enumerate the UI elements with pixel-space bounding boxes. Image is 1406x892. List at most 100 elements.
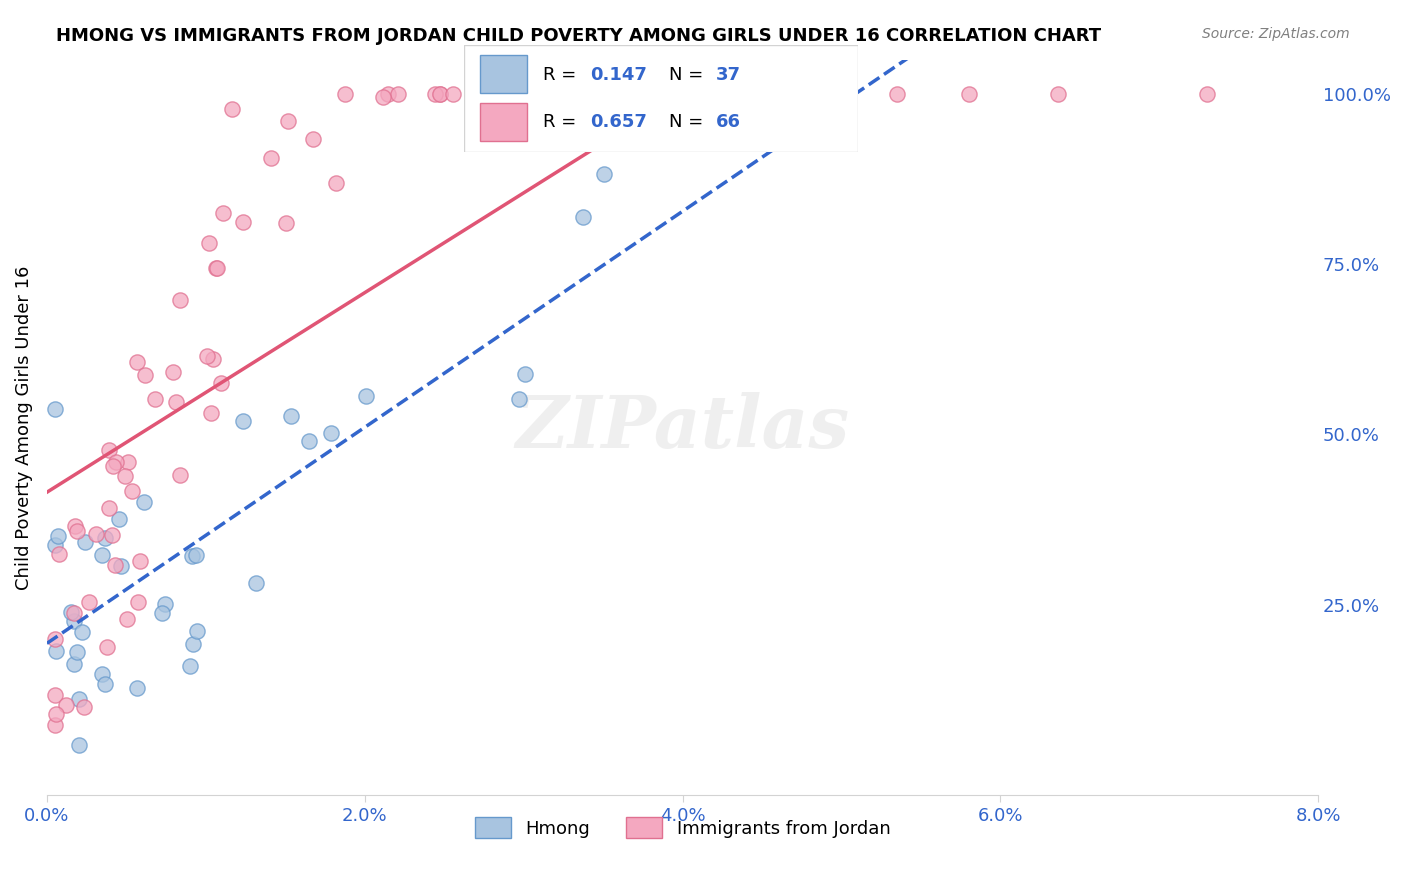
Bar bbox=[479, 103, 527, 141]
Point bbox=[90, 666, 112, 681]
Point bbox=[198, 235, 221, 250]
Text: R =: R = bbox=[543, 112, 582, 130]
Point bbox=[207, 260, 229, 275]
Text: HMONG VS IMMIGRANTS FROM JORDAN CHILD POVERTY AMONG GIRLS UNDER 16 CORRELATION C: HMONG VS IMMIGRANTS FROM JORDAN CHILD PO… bbox=[56, 27, 1101, 45]
Point bbox=[44, 401, 66, 416]
Point bbox=[96, 640, 118, 654]
Text: ZIPatlas: ZIPatlas bbox=[516, 392, 849, 463]
Point bbox=[101, 458, 124, 473]
Point bbox=[132, 495, 155, 509]
Point bbox=[245, 575, 267, 590]
Point bbox=[44, 688, 66, 702]
Point bbox=[165, 395, 187, 409]
Point bbox=[115, 612, 138, 626]
Text: 0.147: 0.147 bbox=[591, 66, 647, 84]
Point bbox=[886, 87, 908, 101]
Point bbox=[333, 87, 356, 101]
Point bbox=[90, 549, 112, 563]
Point bbox=[150, 606, 173, 620]
Point bbox=[129, 554, 152, 568]
Point bbox=[209, 376, 232, 390]
Text: N =: N = bbox=[669, 112, 709, 130]
Point bbox=[575, 87, 598, 101]
Point bbox=[59, 605, 82, 619]
Point bbox=[277, 113, 299, 128]
Point bbox=[44, 537, 66, 551]
Point bbox=[202, 352, 225, 367]
Point bbox=[77, 594, 100, 608]
Point bbox=[387, 87, 409, 101]
Point bbox=[232, 414, 254, 428]
Point bbox=[205, 260, 228, 275]
Point bbox=[73, 535, 96, 549]
Point bbox=[66, 524, 89, 539]
Point bbox=[200, 406, 222, 420]
Point bbox=[186, 624, 208, 638]
Point bbox=[508, 392, 530, 406]
Point bbox=[957, 87, 980, 101]
Point bbox=[718, 87, 741, 101]
Point bbox=[127, 595, 149, 609]
Point bbox=[63, 606, 86, 620]
Point bbox=[121, 484, 143, 499]
Text: 66: 66 bbox=[716, 112, 741, 130]
Point bbox=[605, 87, 627, 101]
Point bbox=[592, 167, 614, 181]
Point bbox=[97, 500, 120, 515]
Point bbox=[101, 528, 124, 542]
Point bbox=[169, 467, 191, 482]
Point bbox=[274, 216, 297, 230]
Point bbox=[45, 644, 67, 658]
Point bbox=[179, 659, 201, 673]
Point bbox=[153, 597, 176, 611]
Point bbox=[568, 87, 591, 101]
Text: N =: N = bbox=[669, 66, 709, 84]
Point bbox=[377, 87, 399, 101]
Point bbox=[104, 558, 127, 572]
Point bbox=[356, 389, 378, 403]
Point bbox=[63, 615, 86, 629]
Text: Source: ZipAtlas.com: Source: ZipAtlas.com bbox=[1202, 27, 1350, 41]
Point bbox=[125, 355, 148, 369]
Point bbox=[325, 176, 347, 190]
Y-axis label: Child Poverty Among Girls Under 16: Child Poverty Among Girls Under 16 bbox=[15, 265, 32, 590]
Point bbox=[571, 210, 593, 224]
Point bbox=[319, 426, 342, 441]
Point bbox=[93, 531, 115, 545]
Point bbox=[1195, 87, 1218, 101]
Point bbox=[506, 87, 529, 101]
Point bbox=[48, 548, 70, 562]
Point bbox=[181, 637, 204, 651]
Point bbox=[65, 645, 87, 659]
Point bbox=[72, 625, 94, 640]
Point bbox=[221, 102, 243, 116]
Point bbox=[46, 529, 69, 543]
Point bbox=[515, 367, 537, 381]
Point bbox=[93, 677, 115, 691]
Point bbox=[73, 699, 96, 714]
Point bbox=[232, 214, 254, 228]
Point bbox=[134, 368, 156, 382]
Point bbox=[429, 87, 451, 101]
Point bbox=[162, 365, 184, 379]
Point bbox=[212, 206, 235, 220]
Point bbox=[1047, 87, 1070, 101]
Point bbox=[55, 698, 77, 713]
Point bbox=[429, 87, 451, 101]
Point bbox=[114, 469, 136, 483]
Point bbox=[67, 739, 90, 753]
Point bbox=[63, 518, 86, 533]
Text: 0.657: 0.657 bbox=[591, 112, 647, 130]
Point bbox=[301, 132, 323, 146]
Point bbox=[260, 151, 283, 165]
Point bbox=[143, 392, 166, 406]
Point bbox=[524, 87, 547, 101]
Point bbox=[195, 349, 218, 363]
Point bbox=[45, 707, 67, 722]
Point bbox=[67, 692, 90, 706]
Point bbox=[169, 293, 191, 308]
Point bbox=[63, 657, 86, 671]
Point bbox=[818, 87, 841, 101]
Point bbox=[280, 409, 302, 423]
Point bbox=[371, 90, 394, 104]
